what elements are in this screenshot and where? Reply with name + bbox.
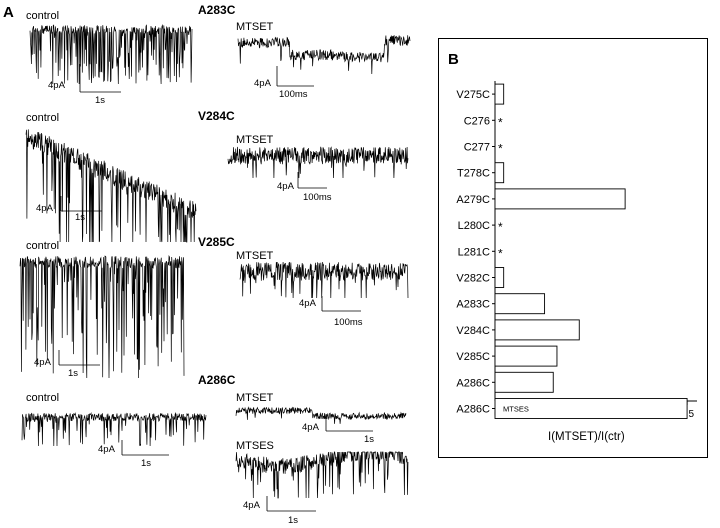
- not-measured-star: *: [498, 246, 503, 260]
- row1-control-label: control: [26, 10, 60, 22]
- row2-mtset-label: MTSET: [236, 134, 274, 146]
- row2-left-scalebar: [60, 196, 102, 212]
- bar-annotation: MTSES: [503, 405, 529, 414]
- bar: [494, 162, 505, 184]
- not-measured-star: *: [498, 142, 503, 156]
- y-tick-label: A286C: [456, 404, 490, 416]
- row4-control-trace: [21, 411, 207, 447]
- row3-left-scale-y: 4pA: [34, 357, 51, 368]
- y-tick-label: A286C: [456, 377, 490, 389]
- row4-mtses-label: MTSES: [236, 440, 274, 452]
- not-measured-star: *: [498, 220, 503, 234]
- tr3l-path: [19, 255, 185, 379]
- row2-left-scale-y: 4pA: [36, 203, 53, 214]
- bar: [494, 267, 505, 288]
- row2-right-scale-x: 100ms: [303, 192, 332, 203]
- row3-left-scalebar: [58, 350, 100, 366]
- row3-left-scale-x: 1s: [68, 368, 79, 379]
- y-tick-label: L281C: [458, 246, 490, 258]
- row4-control-label: control: [26, 392, 60, 404]
- row3-mtset-label: MTSET: [236, 250, 274, 262]
- tr4l-path: [21, 411, 207, 447]
- row4-left-scale-y: 4pA: [98, 444, 115, 455]
- row1-mutant-title: A283C: [198, 3, 236, 17]
- bar: [494, 345, 558, 367]
- row4-mtset-label: MTSET: [236, 392, 274, 404]
- row1-control-trace: [29, 23, 193, 85]
- row3-right-scale-y: 4pA: [299, 298, 316, 309]
- row3-right-scale-x: 100ms: [334, 317, 363, 328]
- y-tick-label: C277: [464, 142, 490, 154]
- row3-mtset-trace: [239, 261, 409, 299]
- y-tick-label: A283C: [456, 299, 490, 311]
- row1-right-scale-x: 100ms: [279, 89, 308, 100]
- y-tick-label: C276: [464, 115, 490, 127]
- row4-right-scale-y: 4pA: [302, 422, 319, 433]
- row4-left-scale-x: 1s: [141, 458, 152, 469]
- row1-left-scale-y: 4pA: [48, 80, 65, 91]
- row3-control-label: control: [26, 240, 60, 252]
- y-tick-label: L280C: [458, 220, 490, 232]
- row2-left-scale-x: 1s: [75, 212, 86, 223]
- y-tick-label: V275C: [456, 89, 490, 101]
- bar: [494, 293, 546, 315]
- bar: [494, 83, 505, 105]
- row4-right-scalebar: [325, 416, 373, 432]
- tr4r-path: [235, 406, 407, 424]
- row2-right-scale-y: 4pA: [277, 181, 294, 192]
- y-tick-label: V282C: [456, 273, 490, 285]
- tr4m-path: [235, 450, 409, 499]
- row2-control-trace: [25, 129, 197, 243]
- row2-right-scalebar: [297, 172, 327, 189]
- bar: [494, 188, 626, 210]
- row2-control-label: control: [26, 112, 60, 124]
- row4-mtses-scale-y: 4pA: [243, 500, 260, 511]
- tr1r-path: [237, 35, 411, 75]
- panel-b: B 0.00.51.01.5V275CC276*C277*T278CA279CL…: [438, 38, 708, 458]
- row1-left-scale-x: 1s: [95, 95, 106, 106]
- tr2l-path: [25, 129, 197, 243]
- y-tick-label: V284C: [456, 325, 490, 337]
- bar: [494, 319, 580, 341]
- y-tick-label: V285C: [456, 351, 490, 363]
- row4-mtses-trace: [235, 450, 409, 499]
- row4-mutant-title: A286C: [198, 373, 236, 387]
- x-axis-label: I(MTSET)/I(ctr): [548, 431, 625, 443]
- mtset-ratio-bar-chart: 0.00.51.01.5V275CC276*C277*T278CA279CL28…: [456, 81, 697, 420]
- row2-mutant-title: V284C: [198, 109, 235, 123]
- tr1l-path: [29, 23, 193, 85]
- row3-control-trace: [19, 255, 185, 379]
- row1-right-scalebar: [276, 66, 314, 87]
- row4-mtses-scale-x: 1s: [288, 515, 299, 526]
- row4-left-scalebar: [121, 440, 169, 456]
- row1-right-scale-y: 4pA: [254, 78, 271, 89]
- not-measured-star: *: [498, 115, 503, 129]
- row3-mutant-title: V285C: [198, 235, 235, 249]
- row4-right-scale-x: 1s: [364, 434, 375, 445]
- row4-mtses-scalebar: [266, 496, 316, 512]
- tr2r-path: [227, 146, 409, 179]
- bar: [494, 398, 688, 419]
- row1-left-scalebar: [79, 64, 121, 93]
- panel-a-letter: A: [3, 4, 14, 21]
- row1-mtset-label: MTSET: [236, 21, 274, 33]
- row2-mtset-trace: [227, 146, 409, 179]
- row3-right-scalebar: [321, 296, 361, 312]
- bar: [494, 371, 554, 393]
- tr3r-path: [239, 261, 409, 299]
- y-tick-label: T278C: [457, 168, 490, 180]
- y-tick-label: A279C: [456, 194, 490, 206]
- row1-mtset-trace: [237, 35, 411, 75]
- panel-b-letter: B: [448, 51, 459, 68]
- row4-mtset-trace: [235, 406, 407, 424]
